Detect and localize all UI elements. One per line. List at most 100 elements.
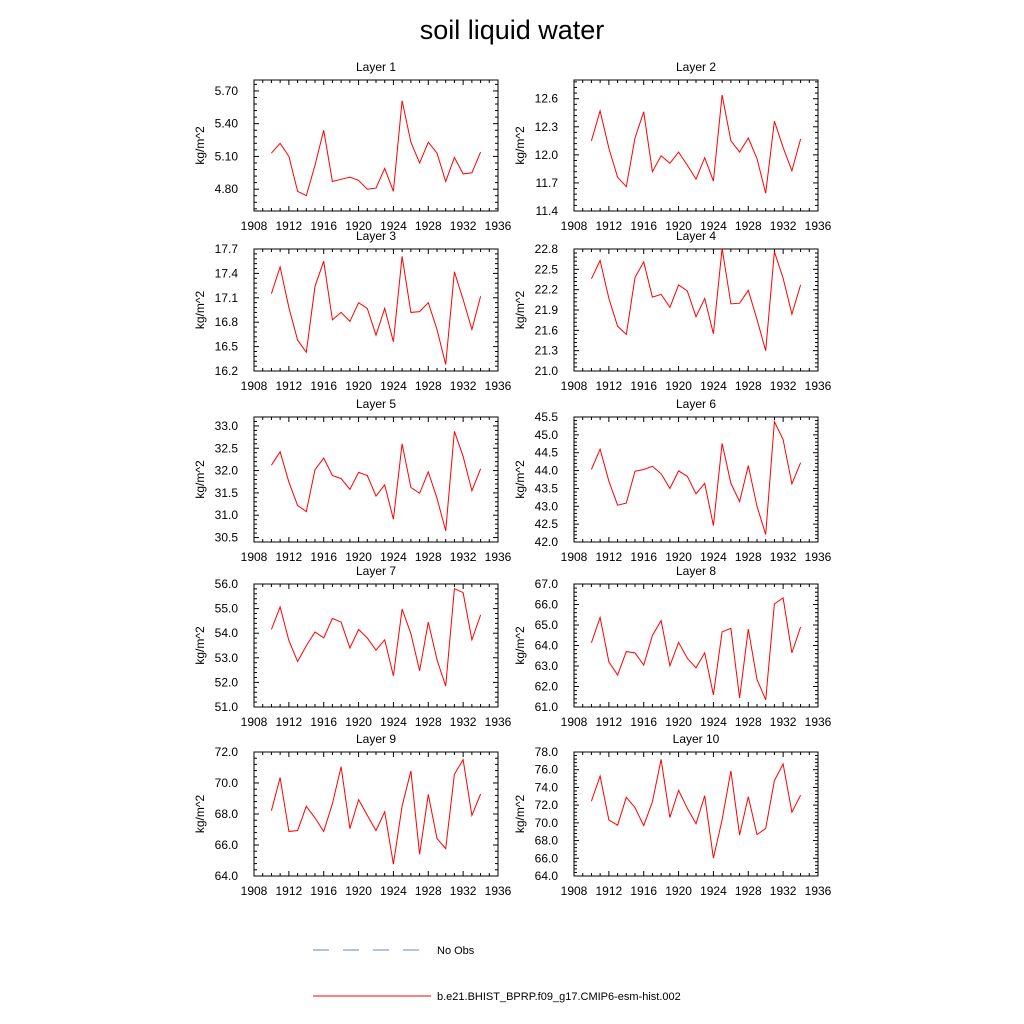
x-tick-label: 1912	[596, 379, 623, 393]
x-tick-label: 1908	[561, 550, 588, 564]
chart-panel-10: 1908 1912 1916 1920 1924 1928 1932 1936 64.0 66.0…	[513, 732, 832, 898]
x-tick-label: 1928	[735, 379, 762, 393]
chart-panel-9: 1908 1912 1916 1920 1924 1928 1932 1936 64.0 66.0…	[193, 732, 512, 898]
x-tick-label: 1932	[450, 219, 477, 233]
y-axis-label: kg/m^2	[193, 626, 207, 665]
chart-panel-8: 1908 1912 1916 1920 1924 1928 1932 1936 61.0 62.0…	[513, 564, 832, 729]
x-tick-label: 1920	[665, 715, 692, 729]
y-tick-label: 61.0	[535, 700, 559, 714]
x-tick-label: 1912	[276, 550, 303, 564]
chart-panel-1: 1908 1912 1916 1920 1924 1928 1932 1936 4.80 5.10…	[193, 60, 512, 233]
y-tick-label: 17.1	[215, 291, 239, 305]
y-tick-label: 55.0	[215, 602, 239, 616]
x-tick-label: 1932	[450, 715, 477, 729]
panel-title: Layer 1	[356, 60, 396, 74]
x-tick-label: 1928	[415, 884, 442, 898]
y-tick-label: 68.0	[215, 807, 239, 821]
y-tick-label: 45.0	[535, 428, 559, 442]
x-tick-label: 1928	[415, 379, 442, 393]
x-tick-label: 1932	[770, 379, 797, 393]
x-tick-label: 1928	[735, 219, 762, 233]
x-tick-label: 1912	[276, 379, 303, 393]
x-tick-label: 1916	[310, 550, 337, 564]
x-tick-label: 1912	[276, 715, 303, 729]
x-tick-label: 1924	[380, 550, 407, 564]
y-tick-label: 4.80	[215, 182, 239, 196]
y-tick-label: 65.0	[535, 618, 559, 632]
x-tick-label: 1936	[485, 550, 512, 564]
y-tick-label: 5.40	[215, 117, 239, 131]
y-tick-label: 64.0	[535, 639, 559, 653]
x-tick-label: 1908	[561, 379, 588, 393]
y-tick-label: 11.7	[536, 176, 559, 190]
plot-frame	[573, 751, 819, 877]
panel-title: Layer 10	[673, 732, 720, 746]
x-tick-label: 1920	[345, 219, 372, 233]
y-axis-label: kg/m^2	[193, 460, 207, 499]
x-tick-label: 1924	[700, 884, 727, 898]
y-tick-label: 5.10	[215, 149, 239, 163]
y-tick-label: 74.0	[535, 780, 559, 794]
plot-frame	[253, 751, 499, 877]
x-tick-label: 1916	[310, 884, 337, 898]
panel-title: Layer 4	[676, 229, 716, 243]
legend-label-no-obs: No Obs	[437, 945, 475, 957]
x-tick-label: 1932	[770, 884, 797, 898]
y-tick-label: 56.0	[215, 577, 239, 591]
y-tick-label: 76.0	[535, 763, 559, 777]
y-axis-label: kg/m^2	[513, 291, 527, 330]
y-tick-label: 64.0	[535, 869, 559, 883]
y-tick-label: 66.0	[535, 598, 559, 612]
y-tick-label: 22.2	[535, 283, 559, 297]
x-tick-label: 1936	[805, 219, 832, 233]
x-tick-label: 1916	[630, 715, 657, 729]
x-tick-label: 1936	[805, 550, 832, 564]
series-line-1	[270, 256, 482, 365]
y-tick-label: 67.0	[535, 577, 559, 591]
x-tick-label: 1928	[735, 550, 762, 564]
x-tick-label: 1908	[561, 715, 588, 729]
x-tick-label: 1916	[310, 715, 337, 729]
legend: No Obs b.e21.BHIST_BPRP.f09_g17.CMIP6-es…	[313, 945, 681, 1003]
y-tick-label: 44.0	[535, 464, 559, 478]
chart-panel-6: 1908 1912 1916 1920 1924 1928 1932 1936 42.0 42.5…	[513, 397, 832, 564]
panel-title: Layer 9	[356, 732, 396, 746]
x-tick-label: 1920	[345, 715, 372, 729]
y-axis-label: kg/m^2	[193, 126, 207, 165]
x-tick-label: 1936	[805, 884, 832, 898]
x-tick-label: 1920	[665, 219, 692, 233]
y-axis-label: kg/m^2	[513, 460, 527, 499]
y-tick-label: 63.0	[535, 659, 559, 673]
y-tick-label: 44.5	[535, 446, 559, 460]
y-tick-label: 12.0	[535, 148, 559, 162]
y-tick-label: 42.5	[535, 517, 559, 531]
x-tick-label: 1912	[276, 884, 303, 898]
x-tick-label: 1916	[630, 219, 657, 233]
series-line-1	[590, 759, 802, 859]
chart-panel-7: 1908 1912 1916 1920 1924 1928 1932 1936 51.0 52.0…	[193, 564, 512, 729]
y-tick-label: 52.0	[215, 675, 239, 689]
x-tick-label: 1908	[241, 884, 268, 898]
x-tick-label: 1920	[665, 550, 692, 564]
y-axis-label: kg/m^2	[513, 795, 527, 834]
x-tick-label: 1936	[805, 379, 832, 393]
y-tick-label: 72.0	[215, 745, 239, 759]
plot-frame	[253, 416, 499, 543]
x-tick-label: 1924	[700, 379, 727, 393]
y-tick-label: 42.0	[535, 535, 559, 549]
y-tick-label: 64.0	[215, 869, 239, 883]
x-tick-label: 1928	[415, 219, 442, 233]
series-line-1	[590, 248, 802, 351]
x-tick-label: 1924	[700, 219, 727, 233]
series-line-1	[590, 94, 802, 194]
x-tick-label: 1928	[735, 884, 762, 898]
y-tick-label: 66.0	[215, 838, 239, 852]
x-tick-label: 1912	[596, 715, 623, 729]
x-tick-label: 1924	[700, 550, 727, 564]
chart-panel-3: 1908 1912 1916 1920 1924 1928 1932 1936 16.2 16.5…	[193, 229, 512, 393]
y-tick-label: 70.0	[535, 816, 559, 830]
y-tick-label: 11.4	[536, 204, 559, 218]
y-tick-label: 54.0	[215, 626, 239, 640]
y-tick-label: 45.5	[535, 410, 559, 424]
